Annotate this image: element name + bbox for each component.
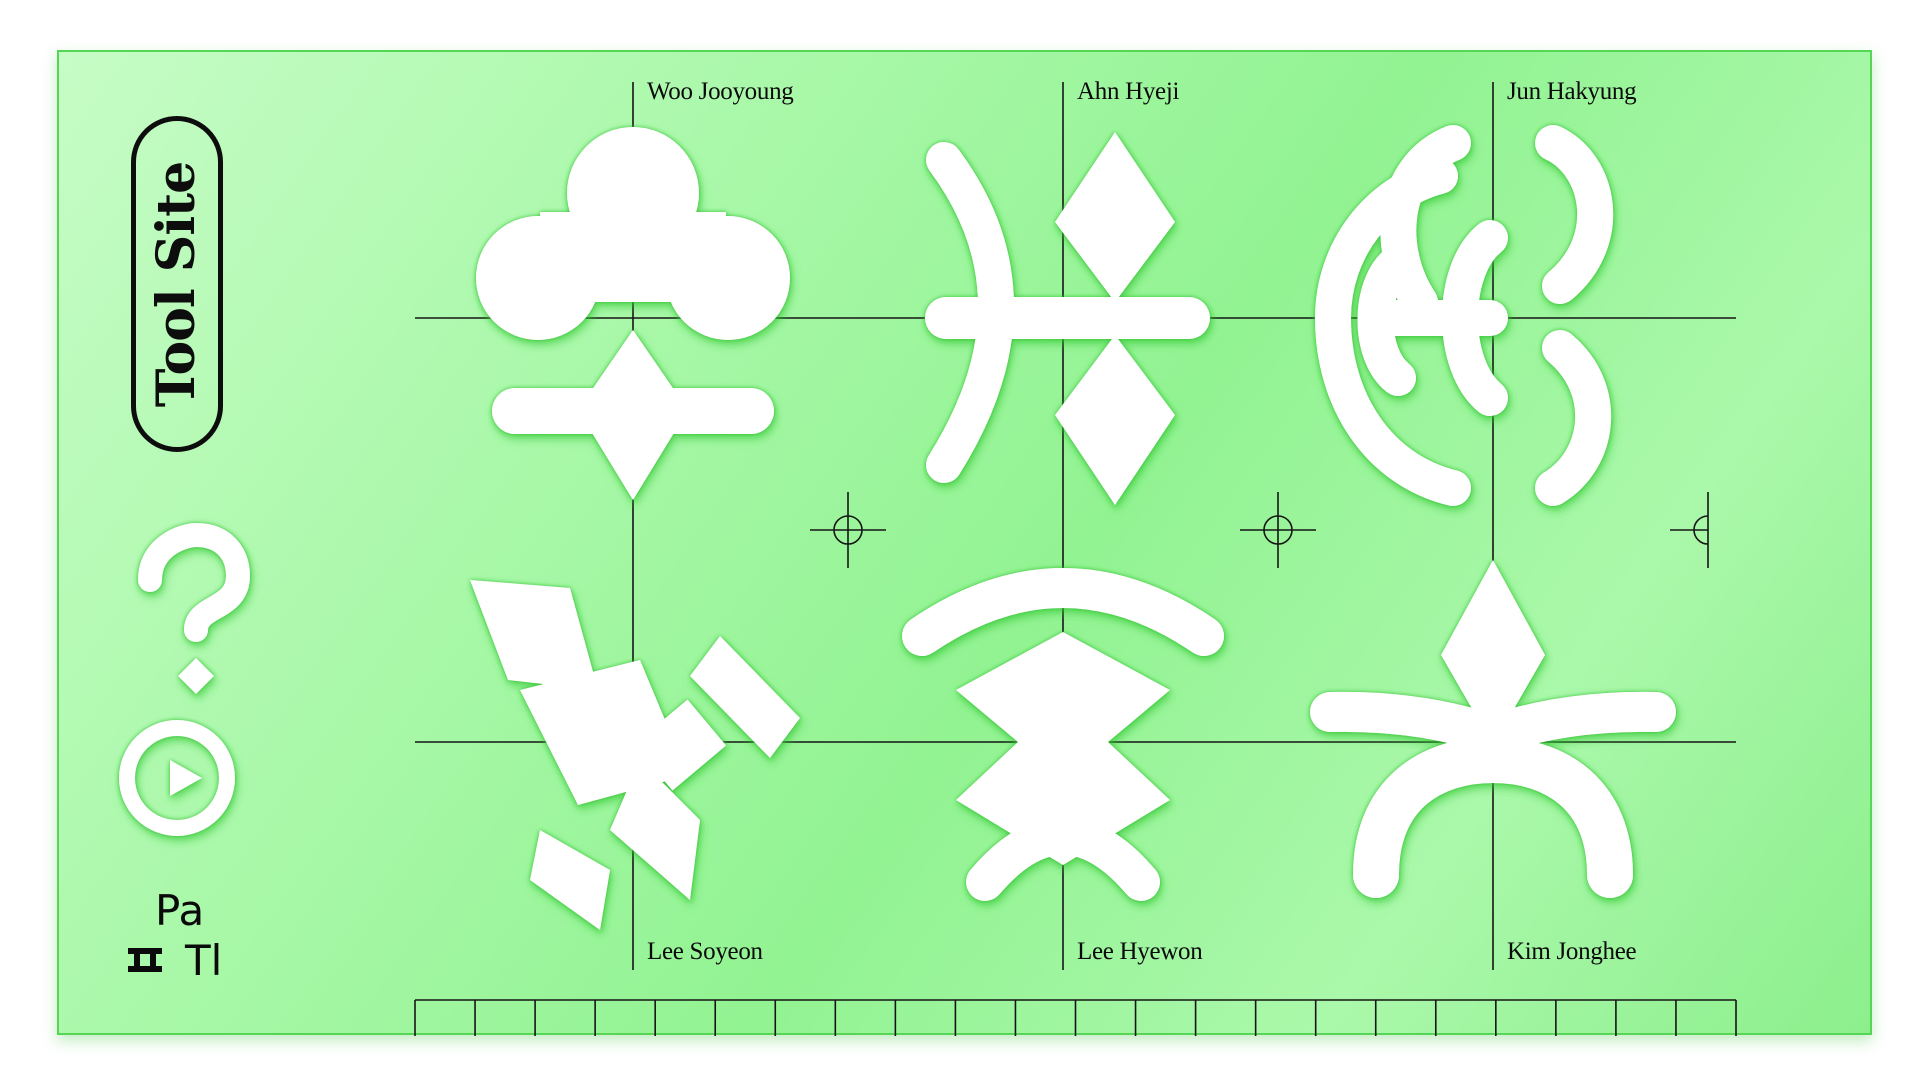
glyph-cutout-lee-hyewon bbox=[902, 568, 1224, 901]
glyph-cutout-woo-jooyoung bbox=[476, 127, 790, 500]
ruler bbox=[414, 999, 1737, 1036]
crosshair-mark bbox=[810, 492, 886, 568]
crosshair-mark bbox=[1670, 492, 1709, 568]
credit-label[interactable]: Lee Soyeon bbox=[647, 938, 763, 965]
language-option-tl[interactable]: Tl bbox=[185, 936, 223, 985]
credit-label[interactable]: Woo Jooyoung bbox=[647, 78, 794, 105]
glyph-cutout-ahn-hyeji bbox=[925, 132, 1210, 505]
credit-label[interactable]: Jun Hakyung bbox=[1507, 78, 1637, 105]
site-logo-text: Tool Site bbox=[146, 161, 208, 407]
glyph-cutout-lee-soyeon bbox=[470, 580, 800, 930]
crosshair-mark bbox=[1240, 492, 1316, 568]
site-logo[interactable]: Tool Site bbox=[131, 116, 223, 452]
registration-marks bbox=[810, 492, 1709, 568]
credit-label[interactable]: Kim Jonghee bbox=[1507, 938, 1637, 965]
play-icon[interactable] bbox=[119, 720, 235, 836]
language-option-pa[interactable]: Pa bbox=[155, 886, 205, 935]
credit-label[interactable]: Lee Hyewon bbox=[1077, 938, 1203, 965]
credit-label[interactable]: Ahn Hyeji bbox=[1077, 78, 1180, 105]
glyph-cutout-kim-jonghee bbox=[1310, 560, 1676, 898]
glyph-cutout-jun-hakyung bbox=[1314, 125, 1614, 506]
question-mark-icon[interactable] bbox=[138, 522, 251, 694]
language-switch-icon[interactable] bbox=[128, 948, 162, 972]
